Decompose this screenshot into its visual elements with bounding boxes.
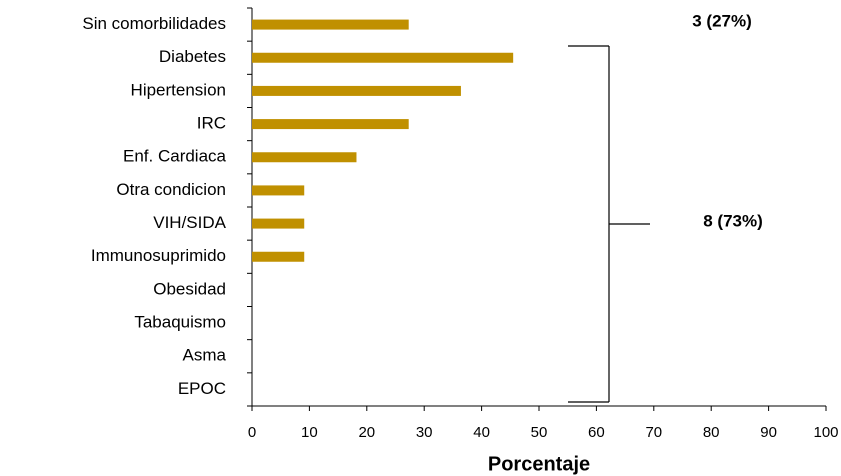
x-tick-label: 60 [588,424,605,441]
bar [252,19,409,30]
x-tick-label: 80 [703,424,720,441]
x-tick-label: 0 [248,424,256,441]
y-tick-label: Diabetes [159,47,226,66]
x-axis-label: Porcentaje [488,453,590,475]
x-tick-label: 20 [358,424,375,441]
y-tick-label: Tabaquismo [134,313,226,332]
bar [252,85,461,96]
x-tick-label: 70 [645,424,662,441]
y-tick-label: Immunosuprimido [91,246,226,265]
x-tick-label: 40 [473,424,490,441]
bar [252,152,357,163]
y-tick-label: Hipertension [131,80,226,99]
y-tick-label: Otra condicion [116,180,226,199]
x-tick-label: 30 [416,424,433,441]
y-tick-label: VIH/SIDA [153,213,226,232]
y-tick-label: IRC [197,114,226,133]
bracket [568,45,650,403]
y-tick-label: Enf. Cardiaca [123,147,227,166]
bar [252,218,305,229]
bar [252,185,305,196]
x-tick-label: 100 [813,424,838,441]
y-tick-label: Asma [183,346,227,365]
bar [252,119,409,130]
annotation: 3 (27%) [692,11,752,30]
x-tick-label: 90 [760,424,777,441]
bar [252,52,514,63]
y-tick-label: EPOC [178,379,226,398]
x-tick-label: 50 [531,424,548,441]
y-tick-label: Obesidad [153,279,226,298]
bar [252,251,305,262]
y-tick-label: Sin comorbilidades [82,14,226,33]
annotation: 8 (73%) [703,211,763,230]
x-tick-label: 10 [301,424,318,441]
